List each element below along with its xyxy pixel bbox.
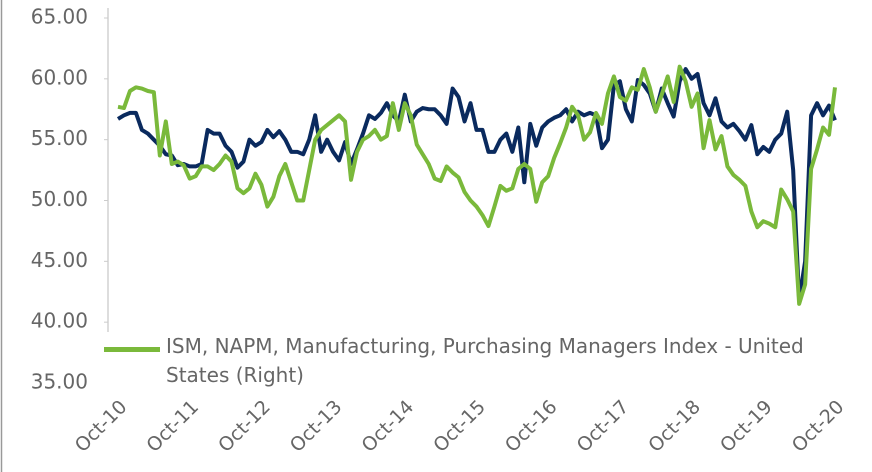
x-tick-label: Oct-20 [788,396,849,457]
x-tick-label: Oct-13 [286,396,347,457]
y-tick-label: 40.00 [31,309,88,333]
y-tick-label: 60.00 [31,65,88,89]
x-tick-label: Oct-19 [716,396,777,457]
legend-swatch [104,347,160,352]
legend: ISM, NAPM, Manufacturing, Purchasing Man… [104,332,864,390]
y-tick-label: 50.00 [31,187,88,211]
x-tick-label: Oct-10 [71,396,132,457]
series-line [116,67,837,303]
x-tick-label: Oct-17 [573,396,634,457]
x-tick-label: Oct-16 [501,396,562,457]
y-tick-label: 55.00 [31,126,88,150]
x-tick-label: Oct-11 [142,396,203,457]
y-tick-label: 65.00 [31,5,88,29]
series-line [117,64,837,306]
x-tick-label: Oct-12 [214,396,275,457]
x-tick-label: Oct-15 [429,396,490,457]
x-tick-label: Oct-18 [644,396,705,457]
x-tick-label: Oct-14 [357,396,418,457]
legend-label: ISM, NAPM, Manufacturing, Purchasing Man… [166,334,804,387]
y-tick-label: 35.00 [31,370,88,394]
y-tick-label: 45.00 [31,248,88,272]
